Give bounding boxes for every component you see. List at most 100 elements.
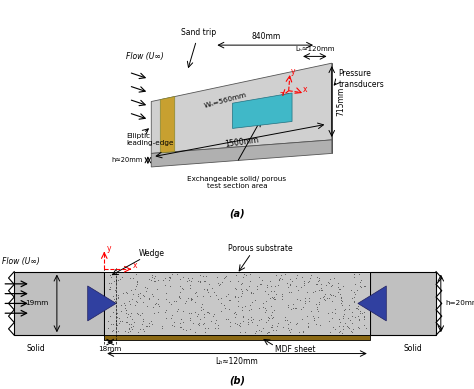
Point xyxy=(301,298,309,305)
Point xyxy=(147,277,155,283)
Point xyxy=(134,311,142,317)
Point xyxy=(154,308,162,315)
Point xyxy=(246,283,253,289)
Point xyxy=(304,279,312,285)
Point xyxy=(247,306,255,312)
Point xyxy=(336,286,343,293)
Point xyxy=(335,316,343,322)
Point xyxy=(278,275,286,282)
Point xyxy=(304,324,311,330)
Point xyxy=(264,291,272,298)
Point xyxy=(185,310,192,316)
Point xyxy=(128,324,135,330)
Point xyxy=(109,293,117,299)
Point xyxy=(356,316,363,322)
Point xyxy=(220,301,228,308)
Point xyxy=(216,282,223,288)
Point xyxy=(240,314,247,320)
Point xyxy=(158,325,166,331)
Point xyxy=(182,326,190,333)
Point xyxy=(315,301,323,307)
Point xyxy=(179,308,187,314)
Point xyxy=(194,321,202,327)
Point xyxy=(166,273,173,280)
Point xyxy=(299,329,307,335)
Point xyxy=(268,309,275,315)
Point xyxy=(348,320,356,326)
Point xyxy=(339,282,346,289)
Point xyxy=(292,321,300,327)
Point xyxy=(316,299,323,305)
Point xyxy=(197,307,204,313)
Point xyxy=(351,271,358,277)
Point xyxy=(120,300,128,306)
Point xyxy=(135,329,142,335)
Point xyxy=(194,311,202,317)
Point xyxy=(300,278,307,284)
Point xyxy=(315,277,322,284)
Point xyxy=(231,293,239,299)
Point xyxy=(272,291,280,297)
Point xyxy=(153,286,161,292)
Point xyxy=(294,320,301,326)
Point xyxy=(284,321,292,327)
Point xyxy=(351,314,358,320)
Point xyxy=(234,321,241,327)
Point xyxy=(361,282,369,289)
Point xyxy=(125,321,132,327)
Point xyxy=(196,316,203,322)
Point xyxy=(165,274,173,280)
Point xyxy=(178,324,185,330)
Point xyxy=(265,315,273,321)
Point xyxy=(167,315,175,321)
Text: x: x xyxy=(133,261,137,270)
Point xyxy=(308,308,315,314)
Point xyxy=(148,321,156,328)
Point xyxy=(268,288,275,294)
Point xyxy=(356,282,363,289)
Point xyxy=(170,319,178,326)
Point xyxy=(231,285,239,291)
Point xyxy=(144,323,151,329)
Point xyxy=(178,285,186,291)
Point xyxy=(274,320,282,326)
Text: z: z xyxy=(279,91,283,100)
Point xyxy=(115,320,122,326)
Point xyxy=(165,274,173,280)
Point xyxy=(267,283,274,289)
Polygon shape xyxy=(151,63,332,153)
Point xyxy=(194,313,201,319)
Point xyxy=(227,278,234,284)
Point xyxy=(105,318,112,324)
Point xyxy=(320,293,328,299)
Polygon shape xyxy=(232,93,292,128)
Point xyxy=(345,305,353,312)
Point xyxy=(271,294,278,300)
Point xyxy=(238,304,246,310)
Point xyxy=(249,316,257,322)
Point xyxy=(340,323,347,329)
Point xyxy=(237,286,245,292)
Point xyxy=(199,321,206,327)
Point xyxy=(321,297,328,303)
Point xyxy=(195,320,202,326)
Point xyxy=(139,299,147,305)
Point xyxy=(307,272,315,278)
Point xyxy=(244,287,251,293)
Point xyxy=(132,286,139,292)
Point xyxy=(199,307,206,313)
Text: Solid: Solid xyxy=(403,344,422,353)
Point xyxy=(289,278,296,284)
Point xyxy=(301,300,309,306)
Point xyxy=(289,305,296,311)
Point xyxy=(280,324,287,330)
Point xyxy=(142,322,150,329)
Point xyxy=(187,310,195,316)
Point xyxy=(282,271,289,277)
Point xyxy=(319,286,326,293)
Point xyxy=(110,299,118,305)
Point xyxy=(317,285,325,291)
Point xyxy=(283,280,291,286)
Point xyxy=(115,292,122,298)
Point xyxy=(225,306,233,312)
